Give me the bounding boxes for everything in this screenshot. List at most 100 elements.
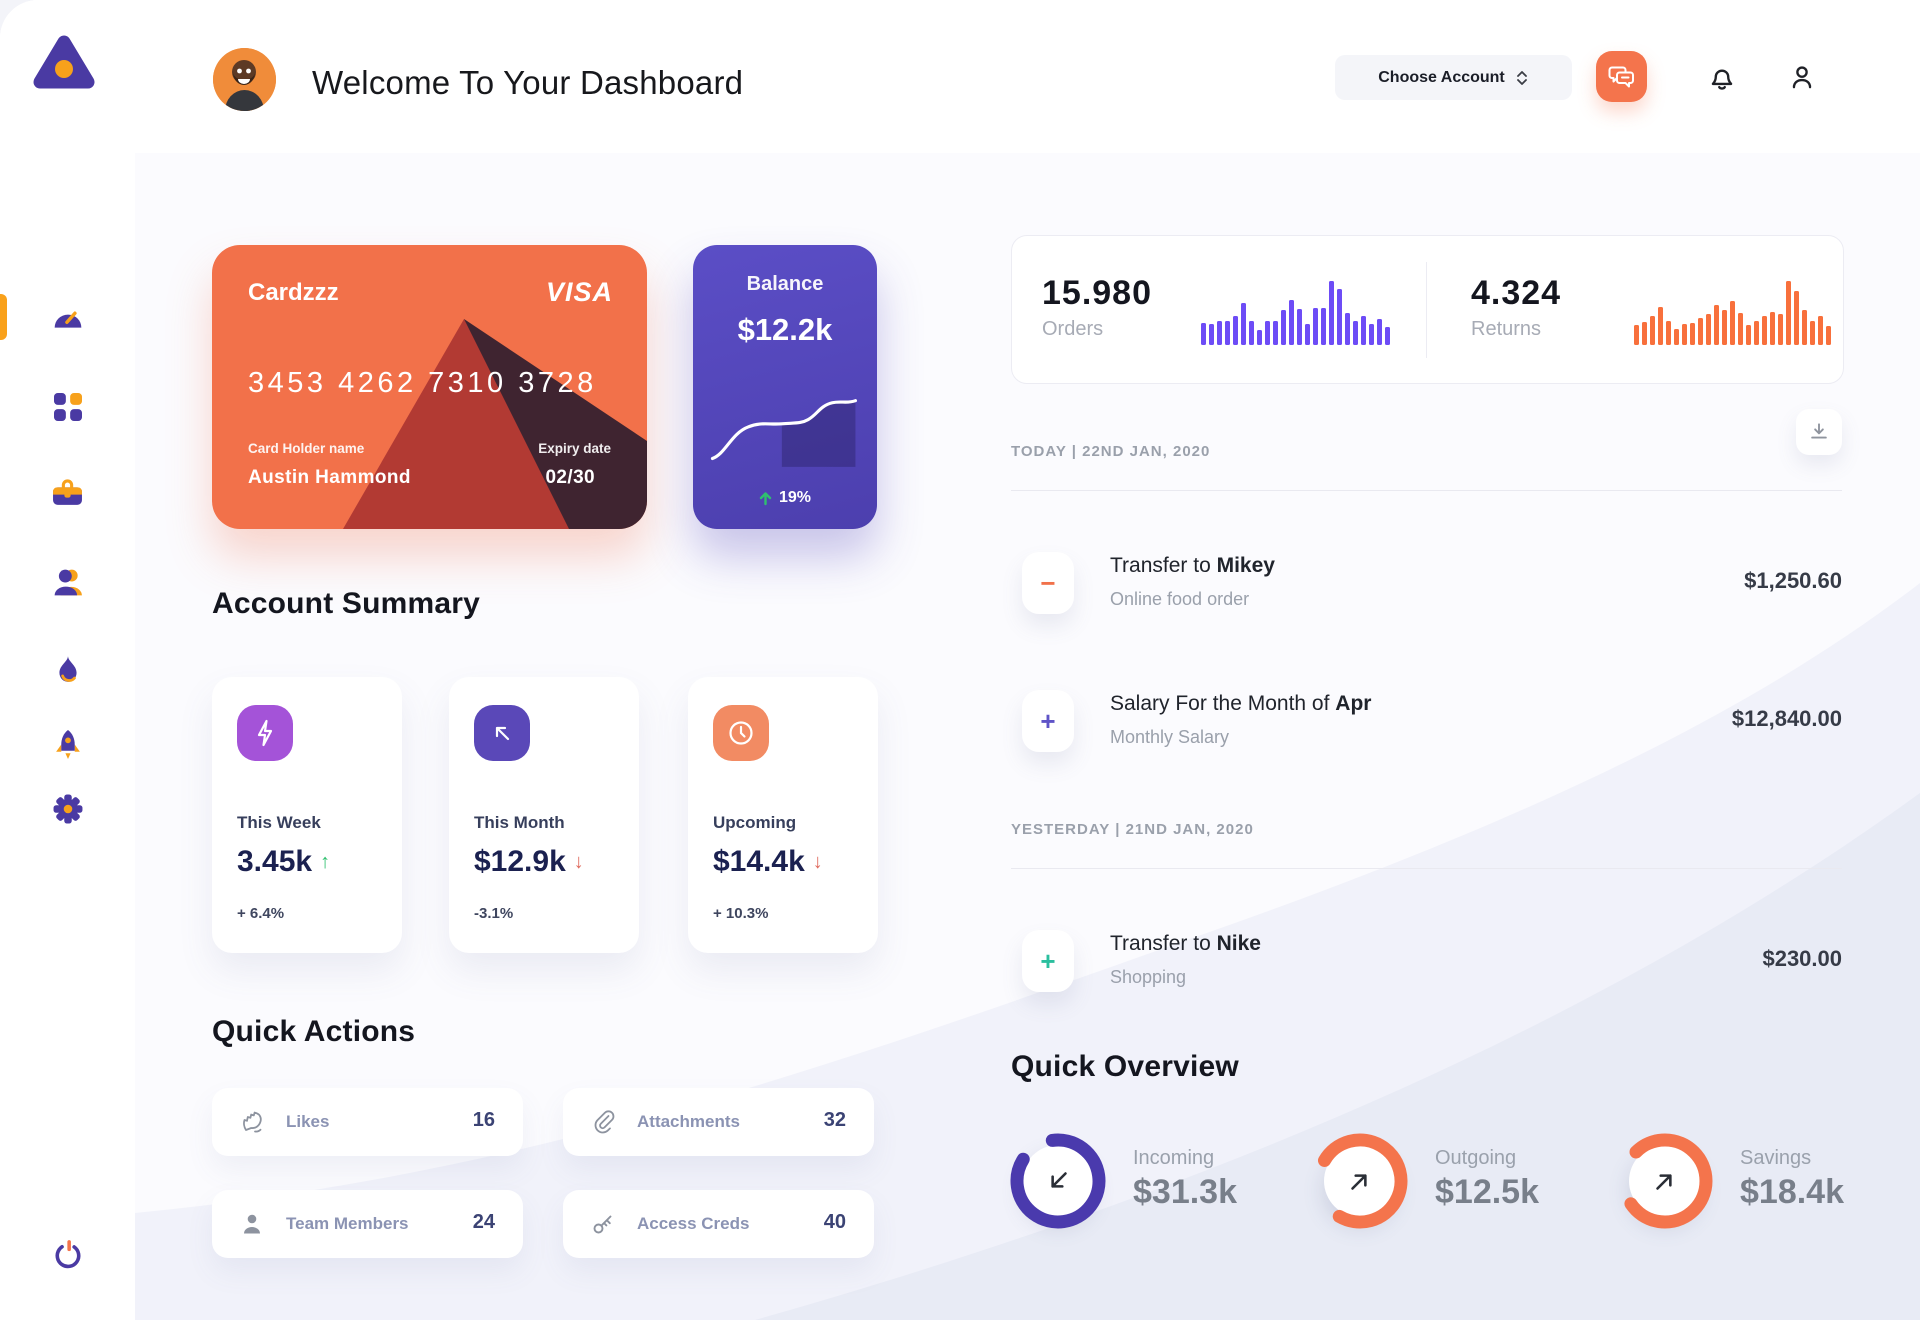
savings-label: Savings xyxy=(1740,1147,1812,1169)
plus-icon: + xyxy=(1022,930,1074,992)
transaction-subtitle: Online food order xyxy=(1110,589,1250,609)
summary-delta: + 10.3% xyxy=(713,905,769,922)
arrow-down-left-icon xyxy=(1051,1172,1067,1188)
chat-bubbles-icon xyxy=(1608,66,1634,87)
balance-value: $12.2k xyxy=(737,312,833,347)
paperclip-icon xyxy=(594,1110,615,1134)
sidebar xyxy=(0,0,136,1320)
plus-icon: + xyxy=(1022,690,1074,752)
summary-value: $12.9k xyxy=(474,845,566,878)
briefcase-icon xyxy=(53,478,82,505)
card-holder-name: Austin Hammond xyxy=(248,467,411,488)
summary-label: This Month xyxy=(474,813,565,832)
balance-change: 19% xyxy=(693,489,877,507)
download-icon xyxy=(1811,423,1827,439)
summary-card-this-month: This Month $12.9k ↓ -3.1% xyxy=(449,677,639,953)
avatar-image xyxy=(213,48,276,111)
transaction-row-nike[interactable]: + Transfer to Nike Shopping $230.00 xyxy=(1011,930,1842,992)
main-content: Cardzzz VISA 3453 4262 7310 3728 Card Ho… xyxy=(135,153,1920,1320)
balance-change-value: 19% xyxy=(778,489,812,506)
outgoing-value: $12.5k xyxy=(1435,1173,1539,1211)
arrow-up-right-icon xyxy=(1656,1174,1672,1190)
date-header-yesterday: YESTERDAY | 21ND JAN, 2020 xyxy=(1011,821,1254,838)
sidebar-item-launch[interactable] xyxy=(0,721,135,767)
outgoing-label: Outgoing xyxy=(1435,1147,1517,1169)
savings-value: $18.4k xyxy=(1740,1173,1844,1211)
transaction-subtitle: Shopping xyxy=(1110,967,1187,987)
gear-icon xyxy=(53,794,82,824)
card-name: Cardzzz xyxy=(248,279,339,306)
transaction-amount: $230.00 xyxy=(1762,946,1842,971)
notifications-button[interactable] xyxy=(1705,60,1739,94)
messages-button[interactable] xyxy=(1596,51,1647,102)
incoming-ring xyxy=(1010,1133,1106,1229)
user-icon xyxy=(54,569,82,596)
summary-value: $14.4k xyxy=(713,845,805,878)
quick-action-label: Attachments xyxy=(637,1112,740,1131)
quick-action-label: Access Creds xyxy=(637,1214,750,1233)
summary-card-upcoming: Upcoming $14.4k ↓ + 10.3% xyxy=(688,677,878,953)
transaction-row-mikey[interactable]: − Transfer to Mikey Online food order $1… xyxy=(1011,552,1842,614)
quick-action-attachments[interactable]: Attachments 32 xyxy=(563,1088,874,1156)
transaction-amount: $12,840.00 xyxy=(1731,706,1842,731)
sidebar-item-dashboard[interactable] xyxy=(0,294,135,340)
arrow-up-right-icon xyxy=(1351,1174,1367,1190)
card-holder-label: Card Holder name xyxy=(248,441,365,456)
clap-icon xyxy=(243,1111,262,1133)
avatar[interactable] xyxy=(213,48,276,111)
header: Welcome To Your Dashboard Choose Account xyxy=(135,0,1920,154)
quick-action-value: 40 xyxy=(823,1211,846,1233)
transaction-title: Salary For the Month of Apr xyxy=(1110,692,1372,715)
sidebar-item-settings[interactable] xyxy=(0,786,135,832)
grid-icon xyxy=(53,393,82,421)
quick-action-likes[interactable]: Likes 16 xyxy=(212,1088,523,1156)
quick-actions-title: Quick Actions xyxy=(212,1015,416,1048)
visa-logo: VISA xyxy=(545,277,613,307)
rocket-icon xyxy=(55,729,80,759)
app-logo[interactable] xyxy=(33,32,95,92)
sidebar-item-contacts[interactable] xyxy=(0,559,135,605)
trend-up-icon: ↑ xyxy=(320,850,331,873)
sidebar-item-apps[interactable] xyxy=(0,384,135,430)
sidebar-item-trending[interactable] xyxy=(0,646,135,692)
quick-action-value: 32 xyxy=(823,1109,846,1131)
balance-label: Balance xyxy=(746,273,824,295)
card-expiry: 02/30 xyxy=(545,467,595,488)
person-icon xyxy=(1792,65,1812,88)
orders-sparkline xyxy=(1201,279,1390,345)
trend-down-icon: ↓ xyxy=(573,850,584,873)
divider xyxy=(1011,868,1842,869)
page-title: Welcome To Your Dashboard xyxy=(312,64,744,101)
quick-overview-title: Quick Overview xyxy=(1011,1050,1239,1083)
profile-button[interactable] xyxy=(1785,60,1819,94)
account-summary-title: Account Summary xyxy=(212,587,481,620)
bell-icon xyxy=(1711,68,1733,90)
summary-label: Upcoming xyxy=(713,813,797,832)
quick-action-access-creds[interactable]: Access Creds 40 xyxy=(563,1190,874,1258)
transaction-title: Transfer to Nike xyxy=(1110,932,1261,955)
summary-label: This Week xyxy=(237,813,321,832)
balance-card: Balance $12.2k 19% xyxy=(693,245,877,529)
lightning-icon xyxy=(237,705,293,761)
quick-action-value: 24 xyxy=(472,1211,495,1233)
incoming-label: Incoming xyxy=(1133,1147,1215,1169)
download-button[interactable] xyxy=(1796,409,1842,455)
arrow-up-icon xyxy=(759,491,772,505)
orders-value: 15.980 xyxy=(1042,274,1152,312)
sidebar-item-work[interactable] xyxy=(0,469,135,515)
returns-value: 4.324 xyxy=(1471,274,1562,312)
summary-delta: + 6.4% xyxy=(237,905,285,922)
stats-divider xyxy=(1426,262,1427,358)
quick-action-team-members[interactable]: Team Members 24 xyxy=(212,1190,523,1258)
sidebar-item-logout[interactable] xyxy=(0,1231,135,1277)
active-nav-indicator xyxy=(0,294,7,340)
transaction-amount: $1,250.60 xyxy=(1744,568,1842,593)
transaction-row-salary[interactable]: + Salary For the Month of Apr Monthly Sa… xyxy=(1011,690,1842,752)
card-decoration xyxy=(343,319,647,529)
balance-trend-chart xyxy=(710,399,858,467)
card-expiry-label: Expiry date xyxy=(538,441,611,456)
trend-down-icon: ↓ xyxy=(812,850,823,873)
returns-label: Returns xyxy=(1471,318,1542,340)
account-select[interactable]: Choose Account xyxy=(1335,55,1572,100)
outgoing-ring xyxy=(1312,1133,1408,1229)
